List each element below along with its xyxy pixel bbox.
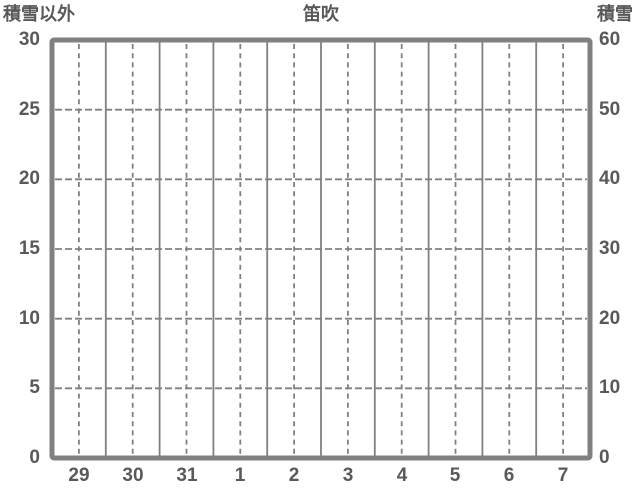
x-tick-label: 5 <box>449 465 461 486</box>
y-tick-label-left: 15 <box>18 238 40 259</box>
y-tick-label-left: 5 <box>29 377 40 398</box>
x-tick-label: 31 <box>176 465 198 486</box>
y-tick-label-right: 10 <box>599 377 621 398</box>
y-tick-label-left: 10 <box>18 308 40 329</box>
x-tick-label: 4 <box>396 465 408 486</box>
left-axis-unit-label: 積雪以外 <box>3 4 75 24</box>
x-tick-label: 7 <box>557 465 569 486</box>
x-tick-label: 3 <box>342 465 354 486</box>
x-tick-label: 30 <box>122 465 144 486</box>
y-tick-label-right: 60 <box>599 29 621 50</box>
x-tick-label: 6 <box>503 465 515 486</box>
y-tick-label-left: 25 <box>18 99 40 120</box>
y-tick-label-left: 20 <box>18 168 40 189</box>
y-tick-label-right: 20 <box>599 308 621 329</box>
x-tick-label: 1 <box>234 465 246 486</box>
chart-title: 笛吹 <box>303 4 339 24</box>
y-tick-label-left: 0 <box>29 447 40 468</box>
y-tick-label-right: 0 <box>599 447 610 468</box>
y-tick-label-left: 30 <box>18 29 40 50</box>
y-tick-label-right: 40 <box>599 168 621 189</box>
y-tick-label-right: 30 <box>599 238 621 259</box>
plot-border <box>49 37 593 461</box>
right-axis-unit-label: 積雪 <box>597 4 633 24</box>
x-tick-label: 29 <box>68 465 90 486</box>
y-tick-label-right: 50 <box>599 99 621 120</box>
x-tick-label: 2 <box>288 465 300 486</box>
